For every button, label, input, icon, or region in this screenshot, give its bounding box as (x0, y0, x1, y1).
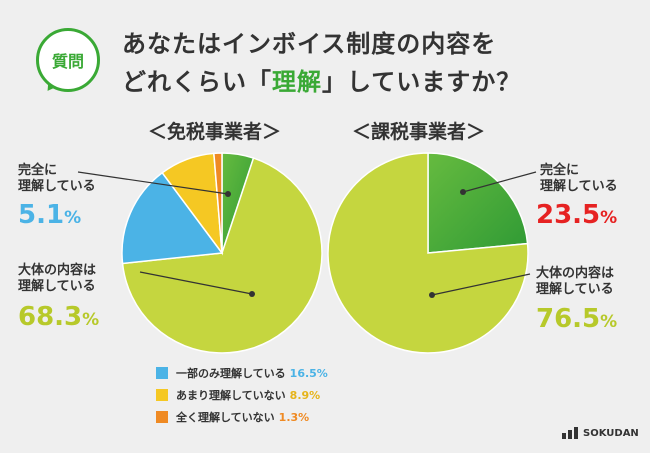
leader-line-exempt-full (77, 171, 229, 195)
pct-taxable-mostly: 76.5% (536, 304, 617, 334)
legend-swatch-little (156, 389, 168, 401)
label-taxable-mostly: 大体の内容は 理解している (536, 266, 615, 297)
pie-exempt-slice-none (213, 152, 223, 254)
leader-line-exempt-mostly (139, 271, 253, 295)
leader-line-taxable-mostly (431, 273, 531, 296)
label-exempt-full: 完全に 理解している (18, 163, 96, 194)
legend-value-little: 8.9% (289, 388, 321, 402)
question-highlight: 理解 (272, 68, 322, 96)
legend-item-none: 全く理解していない 1.3% (156, 409, 309, 425)
legend-item-partial: 一部のみ理解している 16.5% (156, 365, 328, 381)
leader-dot-taxable-mostly (429, 292, 435, 298)
pie-chart-exempt (121, 152, 323, 354)
legend-label-none: 全く理解していない (176, 411, 275, 424)
pct-exempt-mostly-value: 68.3 (18, 302, 83, 332)
pie-chart-taxable (327, 152, 529, 354)
pie-taxable-slice-full (427, 152, 529, 254)
pct-taxable-full-value: 23.5 (536, 200, 601, 230)
question-badge: 質問 (36, 28, 100, 92)
leader-dot-exempt-mostly (249, 291, 255, 297)
pie-title-taxable: ＜課税事業者＞ (352, 121, 486, 143)
question-line-2-post: 」していますか？ (322, 68, 522, 96)
pct-exempt-full-value: 5.1 (18, 200, 65, 230)
pct-exempt-mostly: 68.3% (18, 302, 99, 332)
sokudan-logo: SOKUDAN (562, 427, 639, 439)
legend-label-partial: 一部のみ理解している (176, 367, 286, 380)
legend-swatch-none (156, 411, 168, 423)
question-line-1: あなたはインボイス制度の内容を (122, 30, 497, 58)
logo-text: SOKUDAN (583, 427, 639, 439)
question-line-2: どれくらい「理解」していますか？ (122, 62, 521, 97)
label-exempt-mostly: 大体の内容は 理解している (18, 263, 97, 294)
pct-unit: % (600, 312, 618, 332)
legend-label-little: あまり理解していない (176, 389, 286, 402)
leader-dot-exempt-full (225, 191, 231, 197)
badge-label: 質問 (51, 52, 84, 71)
leader-line-taxable-full (462, 171, 537, 193)
legend-swatch-partial (156, 367, 168, 379)
pie-exempt-slice-mostly (121, 157, 323, 354)
pct-unit: % (600, 208, 618, 228)
pie-title-exempt: ＜免税事業者＞ (148, 121, 282, 143)
logo-mark-icon (562, 427, 578, 439)
pct-unit: % (64, 208, 82, 228)
leader-dot-taxable-full (460, 189, 466, 195)
pct-exempt-full: 5.1% (18, 200, 81, 230)
pct-unit: % (82, 310, 100, 330)
pie-exempt-slice-partial (121, 171, 224, 265)
pct-taxable-mostly-value: 76.5 (536, 304, 601, 334)
pie-taxable-slice-mostly (327, 152, 529, 354)
legend-value-partial: 16.5% (289, 366, 328, 380)
legend-item-little: あまり理解していない 8.9% (156, 387, 320, 403)
question-line-2-pre: どれくらい「 (122, 68, 272, 96)
legend-value-none: 1.3% (278, 410, 310, 424)
label-taxable-full: 完全に 理解している (540, 163, 618, 194)
pct-taxable-full: 23.5% (536, 200, 617, 230)
leader-lines (77, 171, 537, 298)
